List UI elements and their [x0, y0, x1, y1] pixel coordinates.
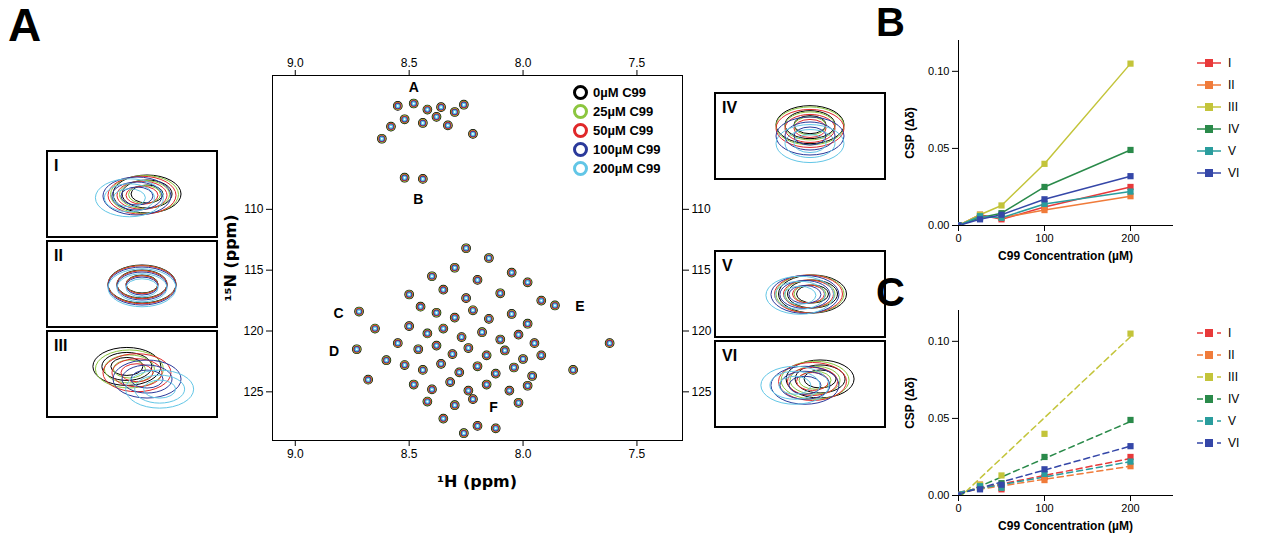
html-text:VI: VI: [1228, 166, 1240, 180]
html-text:¹⁵N (ppm): ¹⁵N (ppm): [220, 213, 240, 302]
svg-text:IV: IV: [722, 99, 737, 116]
html-text:III: III: [1228, 370, 1238, 384]
html-text:0µM C99: 0µM C99: [593, 85, 646, 100]
html-text:III: III: [1228, 100, 1238, 114]
svg-text:B: B: [413, 191, 423, 207]
html-text:II: II: [1228, 78, 1235, 92]
html-text:IV: IV: [1228, 392, 1240, 406]
svg-text:0.00: 0.00: [928, 219, 949, 231]
svg-text:V: V: [722, 257, 733, 274]
svg-text:200: 200: [1121, 232, 1139, 244]
html-text:C99 Concentration (µM): C99 Concentration (µM): [998, 249, 1133, 263]
svg-text:I: I: [54, 157, 58, 174]
svg-text:9.0: 9.0: [287, 56, 304, 70]
svg-text:III: III: [54, 337, 67, 354]
html-text:CSP (Δδ): CSP (Δδ): [903, 376, 917, 429]
svg-text:110: 110: [244, 202, 263, 216]
svg-text:125: 125: [243, 385, 263, 399]
svg-text:0: 0: [955, 232, 961, 244]
html-text:CSP (Δδ): CSP (Δδ): [903, 106, 917, 159]
svg-text:D: D: [329, 343, 339, 359]
svg-text:125: 125: [692, 385, 712, 399]
html-text:II: II: [1228, 348, 1235, 362]
svg-text:120: 120: [243, 324, 263, 338]
html-text:200µM C99: 200µM C99: [593, 161, 661, 176]
svg-text:115: 115: [692, 263, 711, 277]
html-text:B: B: [876, 0, 905, 44]
svg-text:E: E: [575, 298, 584, 314]
svg-text:8.0: 8.0: [515, 447, 532, 461]
html-text:50µM C99: 50µM C99: [593, 123, 654, 138]
svg-text:7.5: 7.5: [629, 447, 646, 461]
svg-text:F: F: [489, 399, 498, 415]
html-text:I: I: [1228, 326, 1232, 340]
html-text:25µM C99: 25µM C99: [593, 104, 654, 119]
html-text:A: A: [8, 0, 42, 51]
svg-text:0.10: 0.10: [928, 65, 949, 77]
html-text:V: V: [1228, 414, 1236, 428]
svg-text:8.0: 8.0: [515, 56, 532, 70]
svg-text:7.5: 7.5: [629, 56, 646, 70]
svg-text:120: 120: [692, 324, 712, 338]
html-text:V: V: [1228, 144, 1236, 158]
svg-text:0: 0: [955, 502, 961, 514]
svg-text:A: A: [409, 79, 419, 95]
svg-text:100: 100: [1035, 502, 1053, 514]
svg-text:VI: VI: [722, 347, 737, 364]
svg-text:9.0: 9.0: [287, 447, 304, 461]
svg-text:0.05: 0.05: [928, 412, 949, 424]
html-text:100µM C99: 100µM C99: [593, 142, 661, 157]
svg-text:0.05: 0.05: [928, 142, 949, 154]
html-text:C: C: [876, 270, 905, 314]
svg-text:100: 100: [1035, 232, 1053, 244]
svg-text:8.5: 8.5: [401, 447, 418, 461]
svg-text:II: II: [54, 247, 63, 264]
svg-text:0.10: 0.10: [928, 335, 949, 347]
svg-text:110: 110: [692, 202, 711, 216]
svg-text:8.5: 8.5: [401, 56, 418, 70]
html-text:VI: VI: [1228, 436, 1240, 450]
svg-text:115: 115: [244, 263, 263, 277]
html-text:¹H (ppm): ¹H (ppm): [436, 472, 518, 491]
html-text:C99 Concentration (µM): C99 Concentration (µM): [998, 519, 1133, 533]
html-text:I: I: [1228, 56, 1232, 70]
svg-text:0.00: 0.00: [928, 489, 949, 501]
svg-text:200: 200: [1121, 502, 1139, 514]
html-text:IV: IV: [1228, 122, 1240, 136]
svg-text:C: C: [333, 305, 343, 321]
